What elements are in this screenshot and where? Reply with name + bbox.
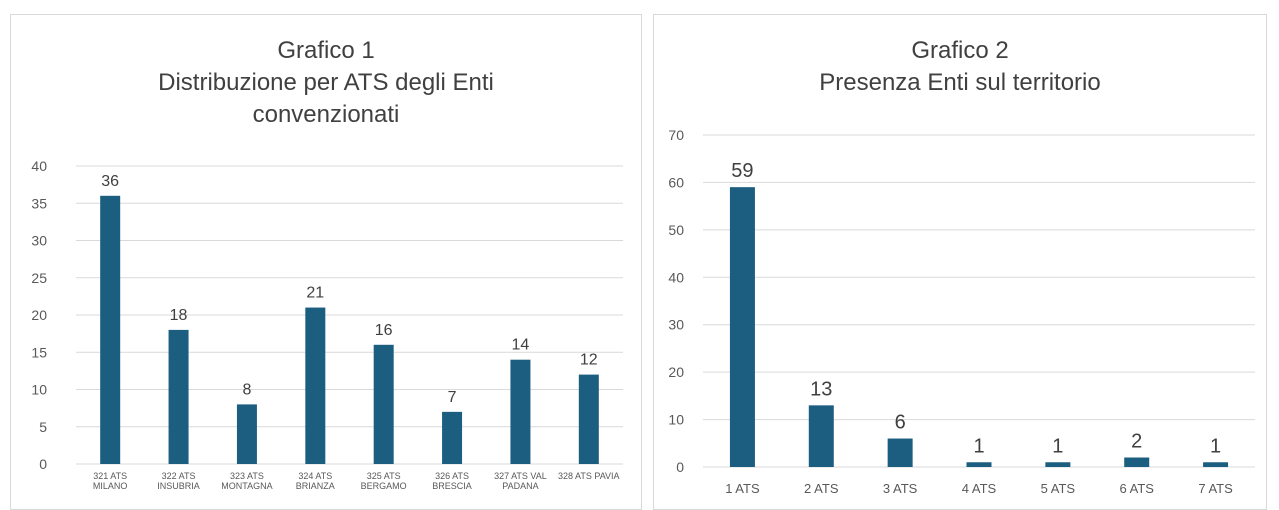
data-label: 1 bbox=[973, 435, 984, 457]
bar-chart-1: 0 5 10 15 20 25 30 35 40 36 321 ATS MILANO 18 322 ATS… bbox=[11, 15, 641, 509]
bar bbox=[100, 196, 120, 464]
y-tick-label: 20 bbox=[668, 364, 684, 380]
chart-panel-2: Grafico 2 Presenza Enti sul territorio 0… bbox=[653, 14, 1267, 510]
data-label: 36 bbox=[101, 173, 119, 190]
x-tick-label: 323 ATS MONTAGNA bbox=[221, 471, 272, 491]
bar bbox=[967, 462, 992, 467]
bar bbox=[809, 405, 834, 467]
bar bbox=[888, 439, 913, 467]
data-label: 14 bbox=[512, 337, 530, 354]
y-tick-label: 10 bbox=[668, 412, 684, 428]
y-tick-label: 5 bbox=[39, 419, 47, 435]
y-tick-label: 15 bbox=[31, 344, 47, 360]
y-tick-label: 40 bbox=[31, 158, 47, 174]
x-tick-label: 4 ATS bbox=[962, 481, 997, 496]
y-tick-label: 70 bbox=[668, 127, 684, 143]
y-tick-label: 10 bbox=[31, 382, 47, 398]
y-tick-label: 60 bbox=[668, 174, 684, 190]
x-tick-label: 6 ATS bbox=[1119, 481, 1154, 496]
bar bbox=[237, 404, 257, 464]
data-label: 13 bbox=[810, 378, 832, 400]
bar bbox=[305, 308, 325, 464]
chart-panel-1: Grafico 1 Distribuzione per ATS degli En… bbox=[10, 14, 642, 510]
x-tick-label: 2 ATS bbox=[804, 481, 839, 496]
data-label: 59 bbox=[731, 160, 753, 182]
data-label: 7 bbox=[448, 389, 457, 406]
x-tick-label: 5 ATS bbox=[1041, 481, 1076, 496]
x-tick-label: 7 ATS bbox=[1198, 481, 1233, 496]
y-tick-label: 25 bbox=[31, 270, 47, 286]
x-tick-label: 321 ATS MILANO bbox=[93, 471, 128, 491]
y-tick-label: 20 bbox=[31, 307, 47, 323]
bar bbox=[510, 360, 530, 464]
bar bbox=[374, 345, 394, 464]
x-tick-label: 3 ATS bbox=[883, 481, 918, 496]
x-tick-label: 1 ATS bbox=[725, 481, 760, 496]
x-tick-label: 326 ATS BRESCIA bbox=[432, 471, 472, 491]
bar bbox=[1124, 458, 1149, 467]
data-label: 12 bbox=[580, 352, 598, 369]
data-label: 18 bbox=[170, 307, 188, 324]
data-label: 16 bbox=[375, 322, 393, 339]
y-tick-label: 30 bbox=[668, 317, 684, 333]
x-tick-label: 325 ATS BERGAMO bbox=[361, 471, 407, 491]
bar bbox=[1203, 462, 1228, 467]
bar bbox=[169, 330, 189, 464]
y-tick-label: 35 bbox=[31, 195, 47, 211]
data-label: 8 bbox=[242, 381, 251, 398]
y-tick-label: 0 bbox=[39, 456, 47, 472]
y-tick-label: 50 bbox=[668, 222, 684, 238]
data-label: 6 bbox=[895, 412, 906, 434]
bar-chart-2: 0 10 20 30 40 50 60 70 59 1 ATS 13 2 ATS 6 3 ATS 1 4 AT… bbox=[654, 15, 1266, 509]
bar bbox=[1045, 462, 1070, 467]
bar bbox=[442, 412, 462, 464]
data-label: 21 bbox=[306, 285, 324, 302]
bar bbox=[730, 187, 755, 467]
data-label: 1 bbox=[1052, 435, 1063, 457]
x-tick-label: 324 ATS BRIANZA bbox=[296, 471, 335, 491]
x-tick-label: 322 ATS INSUBRIA bbox=[157, 471, 200, 491]
data-label: 1 bbox=[1210, 435, 1221, 457]
bar bbox=[579, 375, 599, 464]
data-label: 2 bbox=[1131, 431, 1142, 453]
y-tick-label: 0 bbox=[676, 459, 684, 475]
y-tick-label: 30 bbox=[31, 233, 47, 249]
x-tick-label: 327 ATS VAL PADANA bbox=[494, 471, 547, 491]
y-tick-label: 40 bbox=[668, 269, 684, 285]
x-tick-label: 328 ATS PAVIA bbox=[558, 471, 620, 481]
